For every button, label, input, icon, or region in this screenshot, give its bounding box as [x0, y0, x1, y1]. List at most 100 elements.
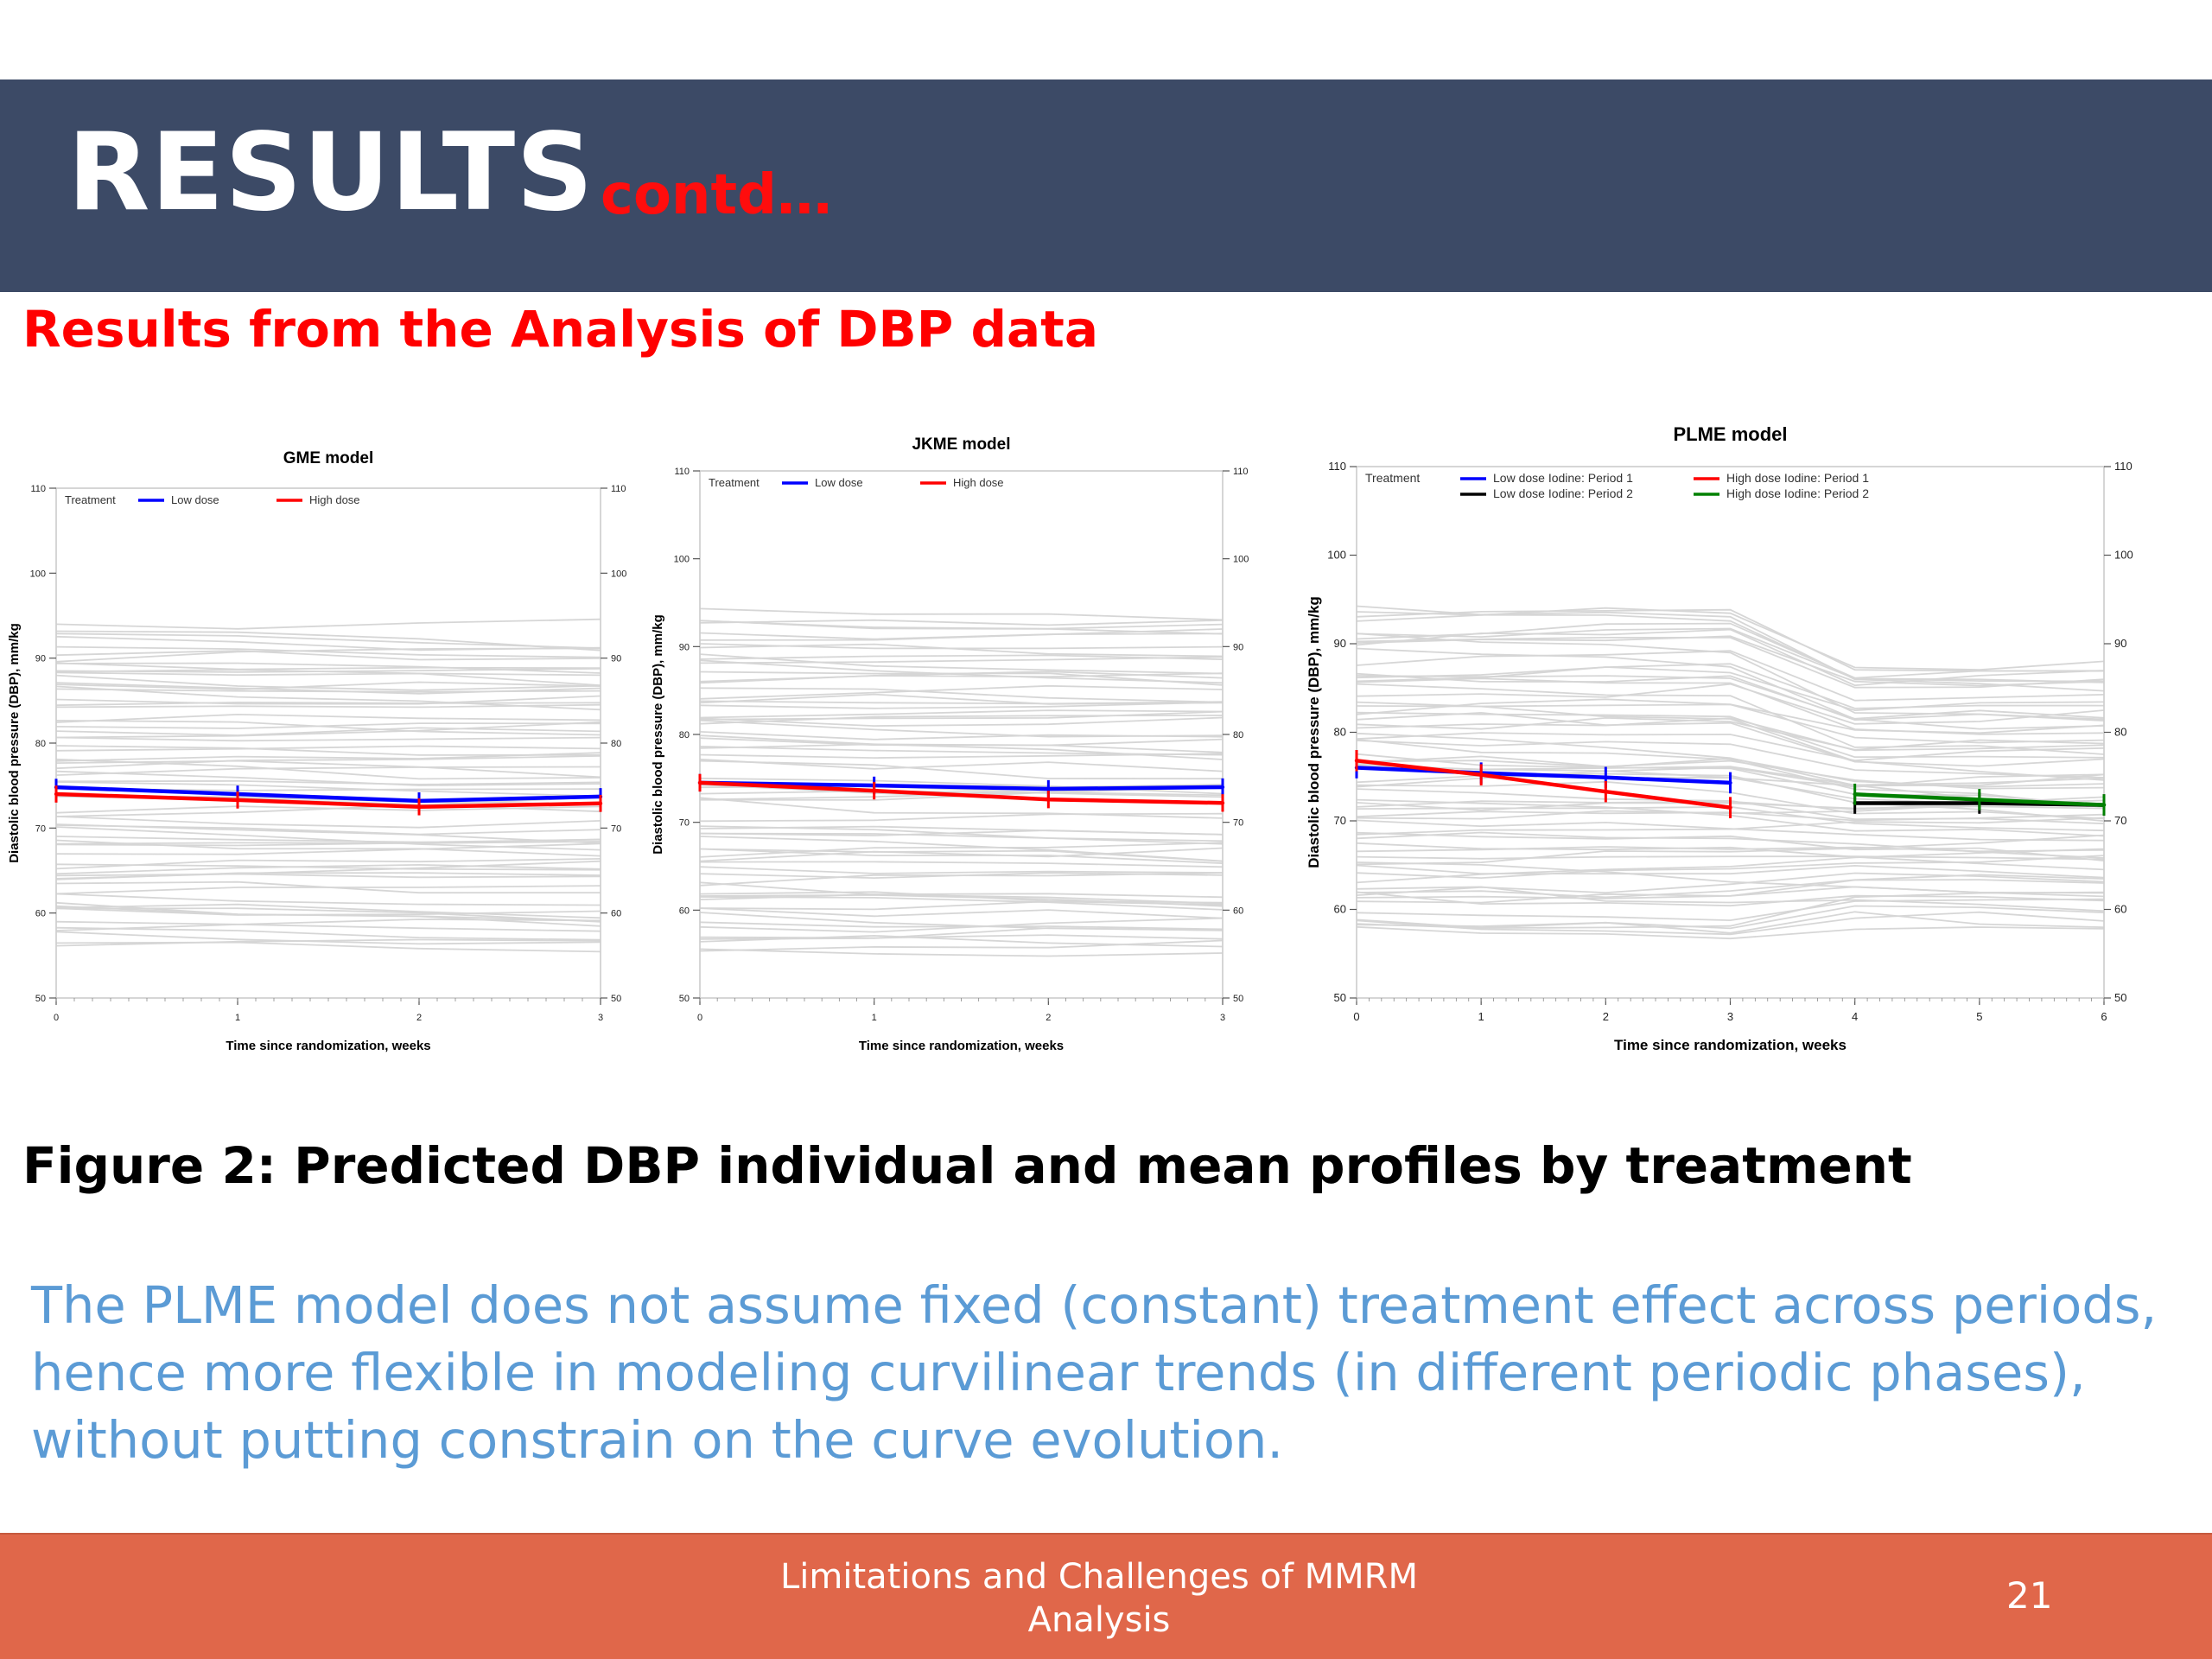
profile-line [1356, 711, 2105, 759]
profile-line [1356, 732, 2105, 762]
chart-title: GME model [283, 449, 374, 467]
profile-line [699, 917, 1224, 933]
profile-line [699, 948, 1224, 957]
legend-label: High dose [309, 493, 360, 506]
profile-line [55, 920, 601, 932]
profile-line [1356, 755, 2105, 790]
y-tick-label-right: 50 [2114, 991, 2126, 1004]
profile-line [1356, 911, 2105, 936]
y-tick-label-right: 90 [2114, 637, 2126, 650]
series-line [55, 791, 601, 810]
y-tick-label: 70 [679, 818, 690, 829]
body-line: hence more flexible in modeling curvilin… [31, 1343, 2086, 1402]
profile-line [1356, 711, 2105, 767]
figure-caption: Figure 2: Predicted DBP individual and m… [22, 1136, 1912, 1195]
profile-line [1356, 886, 2105, 912]
data-point [54, 791, 59, 797]
profile-line [699, 684, 1224, 700]
profile-line [1356, 834, 2105, 866]
y-tick-label-right: 110 [1233, 467, 1249, 477]
profile-line [55, 901, 601, 922]
profile-line [55, 727, 601, 736]
profile-line [699, 716, 1224, 728]
y-tick-label-right: 60 [611, 909, 621, 919]
profile-line [55, 685, 601, 711]
profile-line [1356, 701, 2105, 781]
y-tick-label-right: 100 [611, 569, 626, 579]
profile-line [699, 619, 1224, 626]
legend-title: Treatment [709, 476, 760, 489]
data-point [2101, 803, 2107, 807]
x-tick-label: 3 [1220, 1013, 1225, 1023]
profile-line [699, 790, 1224, 798]
profile-line [1356, 650, 2105, 702]
y-tick-label-right: 70 [1233, 818, 1243, 829]
profile-line [699, 687, 1224, 703]
data-point [1220, 785, 1225, 790]
x-tick-label: 1 [872, 1013, 877, 1023]
footer-line: Limitations and Challenges of MMRM [780, 1557, 1418, 1597]
profile-line [55, 903, 601, 919]
y-tick-label: 80 [35, 739, 46, 749]
x-axis-label: Time since randomization, weeks [859, 1039, 1064, 1053]
legend-label: Low dose Iodine: Period 1 [1493, 471, 1633, 485]
footer-line: Analysis [1027, 1600, 1171, 1640]
y-tick-label-right: 80 [2114, 726, 2126, 739]
profile-line [1356, 842, 2105, 871]
profile-line [55, 755, 601, 770]
individual-profiles [55, 618, 601, 953]
data-point [416, 804, 422, 809]
chart-title: JKME model [912, 435, 1010, 454]
profile-line [1356, 716, 2105, 751]
data-point [1604, 775, 1608, 779]
data-point [1728, 805, 1732, 810]
x-tick-label: 0 [54, 1013, 59, 1023]
profile-line [699, 812, 1224, 823]
y-tick-label: 110 [674, 467, 690, 477]
profile-line [1356, 647, 2105, 730]
y-tick-label-right: 50 [611, 994, 621, 1004]
legend: Treatment Low dose High dose [65, 493, 360, 506]
y-axis-label: Diastolic blood pressure (DBP), mm/kg [651, 614, 665, 855]
x-tick-label: 2 [1046, 1013, 1051, 1023]
profile-line [55, 760, 601, 779]
profile-line [55, 671, 601, 687]
profile-line [55, 713, 601, 723]
footer-band [0, 1533, 2212, 1659]
y-tick-label: 110 [1328, 460, 1346, 473]
y-tick-label: 50 [35, 994, 46, 1004]
profile-line [55, 721, 601, 739]
profile-line [1356, 663, 2105, 709]
profile-line [1356, 698, 2105, 734]
legend-label: Low dose [815, 476, 863, 489]
profile-line [55, 781, 601, 798]
profile-line [55, 736, 601, 742]
x-tick-label: 3 [1727, 1010, 1733, 1023]
y-tick-label-right: 100 [2114, 549, 2133, 562]
profile-line [699, 866, 1224, 874]
series-2 [1354, 750, 1732, 818]
y-tick-label: 90 [679, 642, 690, 652]
title-band [0, 79, 2212, 292]
data-point [1046, 798, 1051, 802]
profile-line [1356, 925, 2105, 940]
data-point [235, 798, 240, 803]
profile-line [699, 907, 1224, 919]
profile-line [1356, 905, 2105, 930]
profile-line [699, 607, 1224, 621]
individual-profiles [699, 607, 1224, 957]
profile-line [55, 745, 601, 752]
profile-line [55, 931, 601, 945]
x-tick-label: 0 [1353, 1010, 1359, 1023]
legend-label: High dose Iodine: Period 1 [1726, 471, 1869, 485]
profile-line [699, 760, 1224, 780]
profile-line [55, 826, 601, 851]
y-tick-label: 100 [30, 569, 46, 579]
profile-line [699, 709, 1224, 719]
data-point [1977, 798, 1982, 802]
y-tick-label: 80 [679, 730, 690, 741]
profile-line [55, 630, 601, 652]
